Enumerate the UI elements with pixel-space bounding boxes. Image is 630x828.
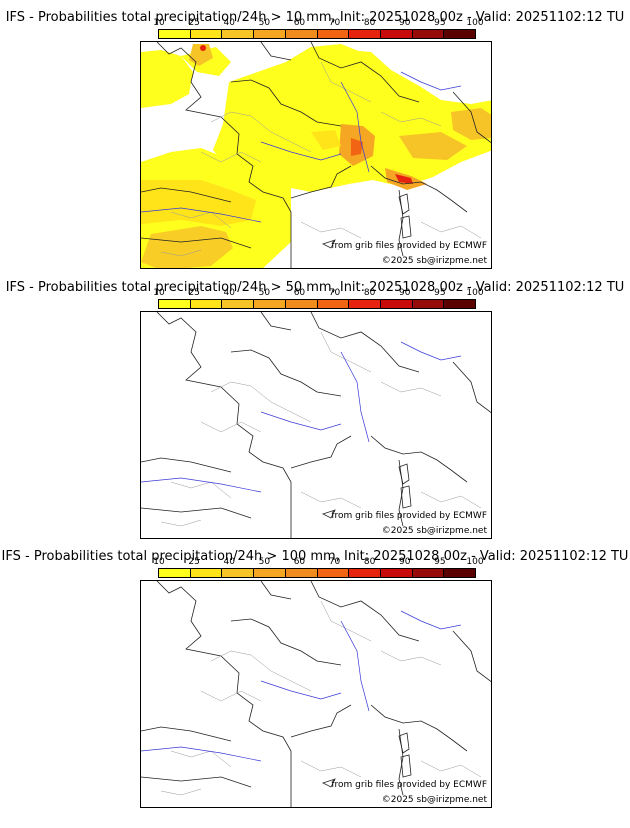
colorbar-tick-label: 95 — [434, 18, 446, 28]
colorbar-segment — [285, 30, 318, 38]
precipitation-map: from grib files provided by ECMWF ©2025 … — [140, 41, 492, 269]
copyright: ©2025 sb@irizpme.net — [381, 526, 487, 536]
colorbar-tick-label: 70 — [328, 557, 341, 567]
colorbar-segment — [444, 300, 476, 308]
colorbar-ticks: 10 25 40 50 60 70 80 90 95 100 — [153, 288, 483, 300]
colorbar-segment — [222, 300, 255, 308]
colorbar-tick-label: 70 — [328, 288, 341, 298]
colorbar-tick-label: 25 — [188, 557, 200, 567]
colorbar-tick-label: 90 — [399, 557, 411, 567]
source-note: from grib files provided by ECMWF — [331, 511, 487, 521]
colorbar-segment — [222, 569, 255, 577]
colorbar-tick-label: 40 — [223, 288, 235, 298]
panel-title: IFS - Probabilities total precipitation/… — [5, 280, 625, 295]
panel-title: IFS - Probabilities total precipitation/… — [5, 10, 625, 25]
colorbar-segment — [317, 30, 350, 38]
colorbar-tick-label: 25 — [188, 18, 200, 28]
colorbar-segment — [222, 30, 255, 38]
panel-title: IFS - Probabilities total precipitation/… — [1, 549, 629, 564]
colorbar-tick-label: 40 — [223, 557, 235, 567]
precipitation-map: from grib files provided by ECMWF ©2025 … — [140, 311, 492, 539]
map-panel-50mm: IFS - Probabilities total precipitation/… — [0, 270, 630, 539]
map-geography — [141, 581, 491, 807]
colorbar-segment — [317, 300, 350, 308]
colorbar-segment — [285, 300, 318, 308]
colorbar-tick-label: 40 — [223, 18, 235, 28]
map-panel-100mm: IFS - Probabilities total precipitation/… — [0, 539, 630, 808]
colorbar-segment — [444, 569, 476, 577]
colorbar-segment — [412, 569, 445, 577]
colorbar-tick-label: 90 — [399, 18, 411, 28]
source-note: from grib files provided by ECMWF — [331, 241, 487, 251]
colorbar-segment — [254, 300, 286, 308]
source-note: from grib files provided by ECMWF — [331, 780, 487, 790]
colorbar-tick-label: 80 — [363, 18, 376, 28]
colorbar-segment — [159, 569, 191, 577]
colorbar-segment — [285, 569, 318, 577]
colorbar-segment — [380, 569, 413, 577]
colorbar-segment — [380, 30, 413, 38]
colorbar-segment — [317, 569, 350, 577]
colorbar-segment — [349, 300, 381, 308]
colorbar-tick-label: 95 — [434, 288, 446, 298]
colorbar-tick-label: 60 — [293, 557, 306, 567]
colorbar-segment — [444, 30, 476, 38]
colorbar-segment — [159, 300, 191, 308]
colorbar — [158, 568, 476, 578]
colorbar-tick-label: 80 — [363, 557, 376, 567]
colorbar-segment — [159, 30, 191, 38]
colorbar-segment — [190, 569, 223, 577]
copyright: ©2025 sb@irizpme.net — [381, 256, 487, 266]
colorbar-tick-label: 25 — [188, 288, 200, 298]
precip-overlay — [141, 44, 491, 268]
colorbar — [158, 299, 476, 309]
map-geography — [141, 312, 491, 538]
copyright: ©2025 sb@irizpme.net — [381, 795, 487, 805]
map-geography — [141, 42, 491, 268]
colorbar-segment — [190, 30, 223, 38]
colorbar-tick-label: 10 — [153, 557, 165, 567]
colorbar-segment — [349, 569, 381, 577]
colorbar-ticks: 10 25 40 50 60 70 80 90 95 100 — [153, 18, 483, 30]
colorbar-tick-label: 80 — [363, 288, 376, 298]
colorbar-segment — [254, 569, 286, 577]
colorbar-tick-label: 70 — [328, 18, 341, 28]
colorbar-segment — [412, 30, 445, 38]
colorbar-tick-label: 10 — [153, 18, 165, 28]
colorbar-segment — [349, 30, 381, 38]
colorbar-segment — [190, 300, 223, 308]
colorbar-tick-label: 50 — [258, 288, 271, 298]
colorbar-tick-label: 10 — [153, 288, 165, 298]
colorbar-segment — [254, 30, 286, 38]
map-panel-10mm: IFS - Probabilities total precipitation/… — [0, 0, 630, 269]
colorbar-segment — [380, 300, 413, 308]
colorbar-tick-label: 100 — [466, 288, 484, 298]
colorbar-tick-label: 50 — [258, 557, 271, 567]
colorbar-tick-label: 90 — [399, 288, 411, 298]
precipitation-map: from grib files provided by ECMWF ©2025 … — [140, 580, 492, 808]
colorbar — [158, 29, 476, 39]
colorbar-tick-label: 100 — [466, 557, 484, 567]
colorbar-tick-label: 50 — [258, 18, 271, 28]
colorbar-segment — [412, 300, 445, 308]
colorbar-tick-label: 95 — [434, 557, 446, 567]
colorbar-ticks: 10 25 40 50 60 70 80 90 95 100 — [153, 557, 483, 569]
colorbar-tick-label: 60 — [293, 18, 306, 28]
colorbar-tick-label: 100 — [466, 18, 484, 28]
colorbar-tick-label: 60 — [293, 288, 306, 298]
